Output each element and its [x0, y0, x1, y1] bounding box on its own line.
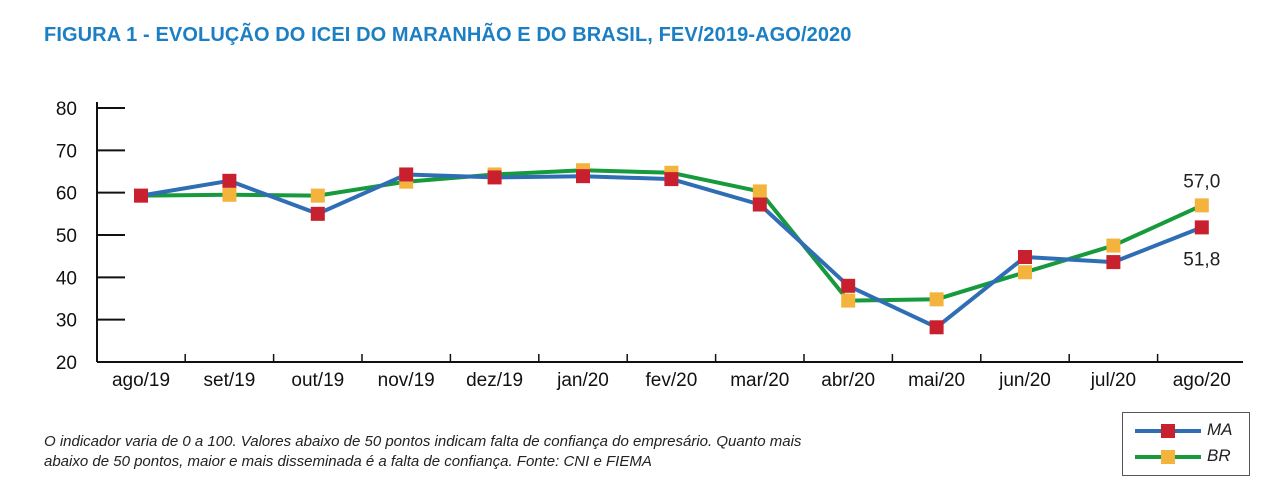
legend-swatch-br [1135, 450, 1201, 464]
x-tick-label-ago-20: ago/20 [1173, 370, 1231, 391]
legend-item-br: BR [1123, 445, 1249, 469]
x-tick-label-mai-20: mai/20 [908, 370, 965, 391]
marker-ma-nov-19 [399, 167, 414, 182]
marker-ma-ago-19 [134, 188, 148, 203]
marker-ma-jan-20 [576, 169, 590, 184]
chart-title: FIGURA 1 - EVOLUÇÃO DO ICEI DO MARANHÃO … [44, 24, 852, 46]
x-tick-label-dez-19: dez/19 [466, 370, 523, 391]
y-tick-label-20: 20 [56, 353, 77, 374]
marker-br-abr-20 [841, 293, 856, 308]
marker-ma-ago-20 [1194, 220, 1209, 235]
marker-ma-jul-20 [1106, 255, 1121, 270]
x-tick-label-ago-19: ago/19 [112, 370, 170, 391]
chart-axes: 20 30 40 50 60 70 80 ago/19 set/19 out/19 nov/19 de… [56, 99, 1243, 391]
marker-br-jun-20 [1018, 265, 1032, 280]
legend-item-ma: MA [1123, 419, 1249, 443]
legend-label-ma: MA [1207, 420, 1233, 439]
marker-ma-abr-20 [841, 278, 856, 293]
x-tick-label-jan-20: jan/20 [556, 370, 609, 391]
y-tick-label-70: 70 [56, 141, 77, 162]
chart-series-markers [134, 163, 1209, 335]
marker-br-mai-20 [929, 292, 944, 307]
y-tick-label-40: 40 [56, 268, 77, 289]
y-tick-label-60: 60 [56, 184, 77, 205]
legend-marker-ma [1161, 424, 1175, 438]
x-tick-label-nov-19: nov/19 [378, 370, 435, 391]
legend-label-br: BR [1207, 446, 1231, 465]
legend-swatch-ma [1135, 424, 1201, 438]
marker-ma-mar-20 [752, 197, 767, 212]
marker-br-ago-20 [1194, 198, 1209, 213]
marker-ma-mai-20 [929, 320, 944, 335]
annotation-br-value: 57,0 [1183, 171, 1220, 192]
x-tick-label-abr-20: abr/20 [821, 370, 875, 391]
marker-br-set-19 [222, 187, 237, 202]
x-tick-label-fev-20: fev/20 [646, 370, 698, 391]
marker-br-jul-20 [1106, 238, 1121, 253]
marker-br-mar-20 [752, 184, 767, 199]
x-tick-label-out-19: out/19 [291, 370, 344, 391]
series-line-br [139, 168, 1204, 303]
marker-ma-set-19 [222, 173, 237, 188]
x-tick-label-set-19: set/19 [204, 370, 256, 391]
marker-ma-fev-20 [664, 172, 679, 187]
footnote-line-2: abaixo de 50 pontos, maior e mais dissem… [44, 453, 652, 470]
marker-ma-jun-20 [1018, 250, 1032, 265]
legend-marker-br [1161, 450, 1175, 464]
footnote-line-1: O indicador varia de 0 a 100. Valores ab… [44, 433, 802, 450]
line-chart: 20 30 40 50 60 70 80 ago/19 set/19 out/19 nov/19 de… [56, 99, 1243, 391]
marker-ma-out-19 [310, 206, 325, 221]
x-tick-label-jun-20: jun/20 [998, 370, 1051, 391]
chart-annotations: 57,0 51,8 [1183, 171, 1220, 270]
y-tick-label-30: 30 [56, 311, 77, 332]
y-tick-label-50: 50 [56, 226, 77, 247]
chart-series-lines [139, 168, 1204, 330]
chart-legend: MA BR [1122, 412, 1250, 476]
marker-br-out-19 [310, 188, 325, 203]
x-tick-label-mar-20: mar/20 [730, 370, 789, 391]
annotation-ma-value: 51,8 [1183, 249, 1220, 270]
footnote: O indicador varia de 0 a 100. Valores ab… [44, 432, 1044, 472]
y-tick-label-80: 80 [56, 99, 77, 120]
x-tick-label-jul-20: jul/20 [1090, 370, 1136, 391]
marker-ma-dez-19 [487, 170, 502, 185]
